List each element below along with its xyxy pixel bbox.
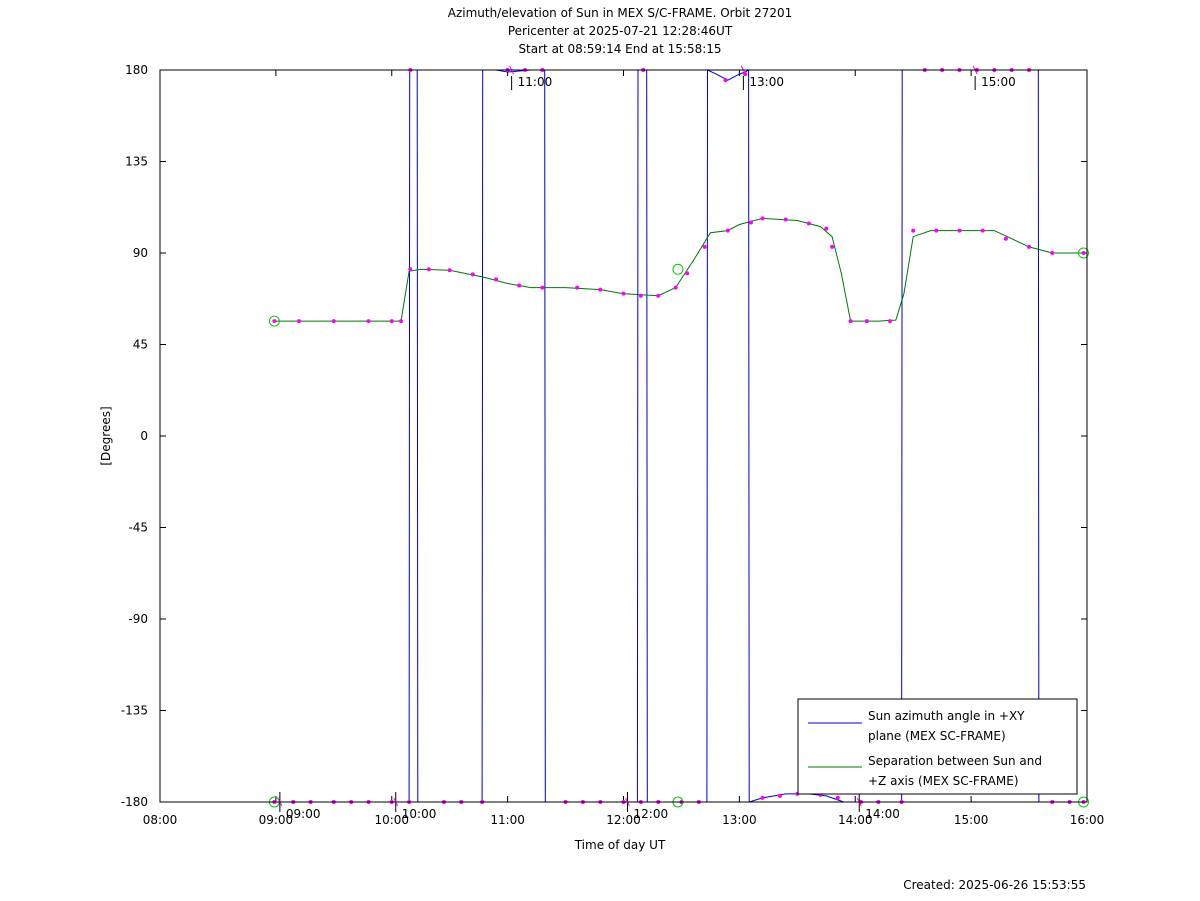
y-tick-label: 180	[125, 63, 148, 77]
chart-title-line-2: Pericenter at 2025-07-21 12:28:46UT	[508, 24, 733, 38]
separation-marker	[934, 228, 939, 233]
time-direction-labels: 09:00 10:00 11:00 12:00 13:00 14:00 15:00	[277, 65, 1016, 821]
separation-marker	[656, 293, 661, 298]
hour-label: 13:00	[749, 75, 784, 89]
separation-marker	[1050, 251, 1055, 255]
separation-marker	[830, 244, 835, 249]
series-line-azimuth	[274, 69, 1084, 803]
separation-marker	[1003, 236, 1008, 241]
separation-marker	[389, 319, 394, 324]
separation-marker	[638, 293, 643, 298]
y-tick-label: 0	[140, 429, 148, 443]
separation-marker	[272, 319, 277, 324]
x-tick-label: 14:00	[838, 813, 873, 827]
hour-label: 12:00	[634, 807, 669, 821]
separation-marker	[957, 228, 962, 233]
separation-marker	[806, 221, 811, 226]
separation-marker	[517, 283, 522, 288]
azimuth-marker	[760, 795, 765, 800]
separation-marker	[426, 267, 431, 272]
series-line-separation	[274, 217, 1084, 322]
series-markers	[268, 68, 1090, 808]
plot-area-frame	[159, 69, 1088, 803]
x-tick-label: 15:00	[954, 813, 989, 827]
axis-ticks	[159, 69, 1088, 803]
y-tick-label: -45	[128, 521, 148, 535]
azimuth-marker	[835, 795, 840, 800]
separation-marker	[366, 319, 371, 324]
separation-marker	[911, 228, 916, 233]
legend-label-azimuth-line-1: Sun azimuth angle in +XY	[868, 709, 1025, 723]
x-tick-label: 11:00	[490, 813, 525, 827]
separation-marker	[980, 228, 985, 233]
y-axis-label: [Degrees]	[99, 406, 113, 465]
hour-label: 15:00	[981, 75, 1016, 89]
hour-label: 09:00	[286, 807, 321, 821]
azimuth-marker	[723, 78, 728, 83]
y-tick-label: -135	[121, 704, 148, 718]
separation-marker	[399, 319, 404, 324]
hour-label: 10:00	[402, 807, 437, 821]
separation-marker	[331, 319, 336, 324]
separation-marker	[685, 271, 690, 276]
separation-marker	[673, 285, 678, 290]
chart-title-line-3: Start at 08:59:14 End at 15:58:15	[518, 42, 721, 56]
legend-label-separation-line-1: Separation between Sun and	[868, 754, 1042, 768]
legend: Sun azimuth angle in +XY plane (MEX SC-F…	[797, 698, 1078, 795]
separation-endpoint-circle	[268, 315, 280, 327]
separation-marker	[621, 291, 626, 296]
separation-marker	[864, 319, 869, 324]
y-tick-label: 90	[133, 246, 148, 260]
y-tick-label: 45	[133, 338, 148, 352]
x-axis-label: Time of day UT	[574, 838, 666, 852]
separation-marker	[760, 216, 765, 221]
separation-marker	[540, 285, 545, 290]
separation-endpoint-circle	[672, 263, 684, 275]
separation-marker	[575, 285, 580, 290]
separation-marker	[297, 319, 302, 324]
separation-marker	[408, 267, 413, 272]
separation-endpoint-circle	[1078, 247, 1090, 259]
separation-marker	[783, 217, 788, 222]
y-tick-label: -90	[128, 612, 148, 626]
separation-marker	[888, 319, 893, 324]
x-tick-label: 16:00	[1070, 813, 1105, 827]
separation-marker	[702, 244, 707, 249]
separation-marker	[1027, 244, 1032, 249]
legend-box	[797, 698, 1078, 795]
series-lines	[274, 69, 1084, 803]
separation-marker	[725, 228, 730, 233]
x-tick-label: 10:00	[374, 813, 409, 827]
separation-marker	[1081, 251, 1086, 255]
separation-marker	[494, 277, 499, 282]
y-tick-label: -180	[121, 795, 148, 809]
hour-label: 11:00	[518, 75, 553, 89]
separation-marker	[598, 287, 603, 292]
legend-label-separation-line-2: +Z axis (MEX SC-FRAME)	[868, 774, 1019, 788]
hour-label: 14:00	[865, 807, 900, 821]
x-tick-label: 08:00	[143, 813, 178, 827]
separation-marker	[447, 268, 452, 273]
x-tick-label: 13:00	[722, 813, 757, 827]
legend-label-azimuth-line-2: plane (MEX SC-FRAME)	[868, 729, 1006, 743]
separation-marker	[824, 226, 829, 231]
separation-marker	[470, 272, 475, 277]
azimuth-marker	[777, 793, 782, 798]
x-tick-labels: 08:00 09:00 10:00 11:00 12:00 13:00 14:00 15:00…	[143, 813, 1105, 827]
separation-marker	[848, 319, 853, 324]
y-tick-label: 135	[125, 155, 148, 169]
y-tick-labels: 180 135 90 45 0 -45 -90 -135 -180	[121, 63, 148, 809]
x-tick-label: 09:00	[259, 813, 294, 827]
separation-marker	[748, 220, 753, 225]
created-timestamp: Created: 2025-06-26 15:53:55	[903, 878, 1086, 892]
x-tick-label: 12:00	[606, 813, 641, 827]
chart-title-line-1: Azimuth/elevation of Sun in MEX S/C-FRAM…	[448, 6, 793, 20]
